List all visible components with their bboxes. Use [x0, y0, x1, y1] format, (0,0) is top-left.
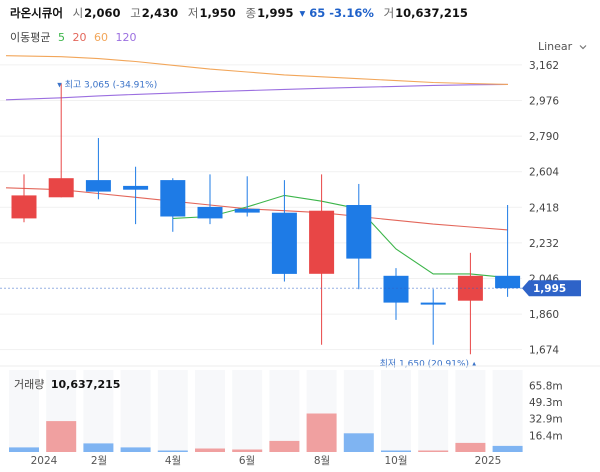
volume-bar [269, 440, 300, 452]
current-price-tag [522, 280, 581, 297]
volume-bar [418, 450, 449, 452]
price-tick-label: 2,418 [529, 202, 559, 214]
volume-bar [195, 448, 225, 452]
price-summary: 라온시큐어 시2,060 고2,430 저1,950 종1,995 ▾ 65 -3… [10, 5, 474, 21]
candle-body [309, 210, 335, 274]
low-value: 1,950 [199, 6, 236, 20]
volume-title: 거래량 [14, 378, 45, 391]
price-tick-label: 1,860 [529, 309, 559, 321]
candle-body [346, 205, 372, 259]
candle-body [48, 178, 74, 198]
volume-bar [9, 447, 39, 452]
current-price-label: 1,995 [533, 283, 566, 295]
volume-slot [9, 370, 39, 452]
volume-slot [492, 370, 523, 452]
volume-bar [46, 421, 77, 452]
price-tick-label: 2,604 [529, 167, 559, 179]
volume-tick-label: 49.3m [529, 397, 563, 409]
volume-value: 10,637,215 [395, 6, 468, 20]
volume-slot [381, 370, 411, 452]
ma20-label: 20 [72, 31, 87, 44]
candle-body [271, 212, 297, 274]
moving-average-legend[interactable]: 이동평균 5 20 60 120 [10, 29, 140, 45]
candle-body [123, 185, 149, 190]
candle-body [160, 180, 186, 217]
candle-body [457, 275, 483, 301]
candle-body [383, 275, 409, 303]
volume-bar [120, 447, 151, 452]
stock-name: 라온시큐어 [10, 6, 63, 20]
low-label: 저 [187, 6, 199, 20]
ma60-label: 60 [93, 31, 108, 44]
x-tick-label: 2025 [475, 455, 502, 467]
candle-body [495, 275, 521, 289]
volume-header: 거래량 10,637,215 [14, 376, 120, 392]
high-label: 고 [130, 6, 141, 20]
volume-slot [269, 370, 300, 452]
ma5-line [172, 194, 509, 279]
volume-slot [120, 370, 151, 452]
high-annotation: ▾ 최고 3,065 (-34.91%) [57, 79, 157, 90]
x-tick-label: 4월 [165, 455, 181, 467]
volume-tick-label: 16.4m [529, 430, 563, 442]
x-tick-label: 10월 [384, 455, 407, 467]
volume-slot [195, 370, 225, 452]
candle-body [234, 208, 260, 213]
price-tick-label: 3,162 [529, 60, 559, 72]
ma5-label: 5 [57, 31, 65, 44]
price-tick-label: 2,790 [529, 131, 559, 143]
x-tick-label: 6월 [239, 455, 255, 467]
volume-tick-label: 32.9m [529, 414, 563, 426]
price-tick-label: 2,976 [529, 96, 559, 108]
volume-bar [343, 433, 374, 452]
volume-bar [83, 443, 114, 452]
scale-mode-label: Linear [538, 40, 573, 53]
volume-tick-label: 65.8m [529, 380, 563, 392]
candle-body [11, 195, 37, 219]
open-label: 시 [72, 6, 84, 20]
scale-mode-selector[interactable]: Linear [538, 40, 587, 53]
close-label: 종 [245, 6, 257, 20]
volume-slot [157, 370, 188, 452]
volume-bar [492, 445, 523, 452]
volume-slot [232, 370, 263, 452]
volume-bar [455, 442, 486, 452]
moving-average-title: 이동평균 [10, 31, 51, 44]
open-value: 2,060 [84, 6, 121, 20]
change-value: ▾ 65 -3.16% [299, 6, 374, 20]
x-tick-label: 8월 [314, 455, 330, 467]
ma20-line [5, 187, 509, 231]
ma120-line [5, 83, 509, 101]
volume-label: 거 [383, 6, 395, 20]
price-tick-label: 1,674 [529, 345, 559, 357]
candle-body [197, 206, 223, 219]
close-value: 1,995 [257, 6, 294, 20]
volume-slot [455, 370, 486, 452]
volume-bar [381, 450, 411, 452]
candle-body [85, 180, 111, 192]
volume-bar [157, 450, 188, 452]
candle-body [420, 302, 446, 305]
low-annotation: 최저 1,650 (20.91%) ▴ [380, 358, 477, 369]
x-tick-label: 2월 [91, 455, 107, 467]
volume-total: 10,637,215 [50, 378, 121, 391]
x-tick-label: 2024 [31, 455, 58, 467]
volume-slot [418, 370, 449, 452]
chevron-down-icon [579, 40, 587, 53]
volume-bar [306, 413, 337, 452]
ma60-line [5, 55, 509, 85]
volume-slot [83, 370, 114, 452]
volume-bar [232, 449, 263, 452]
ma120-label: 120 [115, 31, 137, 44]
price-tick-label: 2,232 [529, 238, 559, 250]
high-value: 2,430 [141, 6, 179, 20]
